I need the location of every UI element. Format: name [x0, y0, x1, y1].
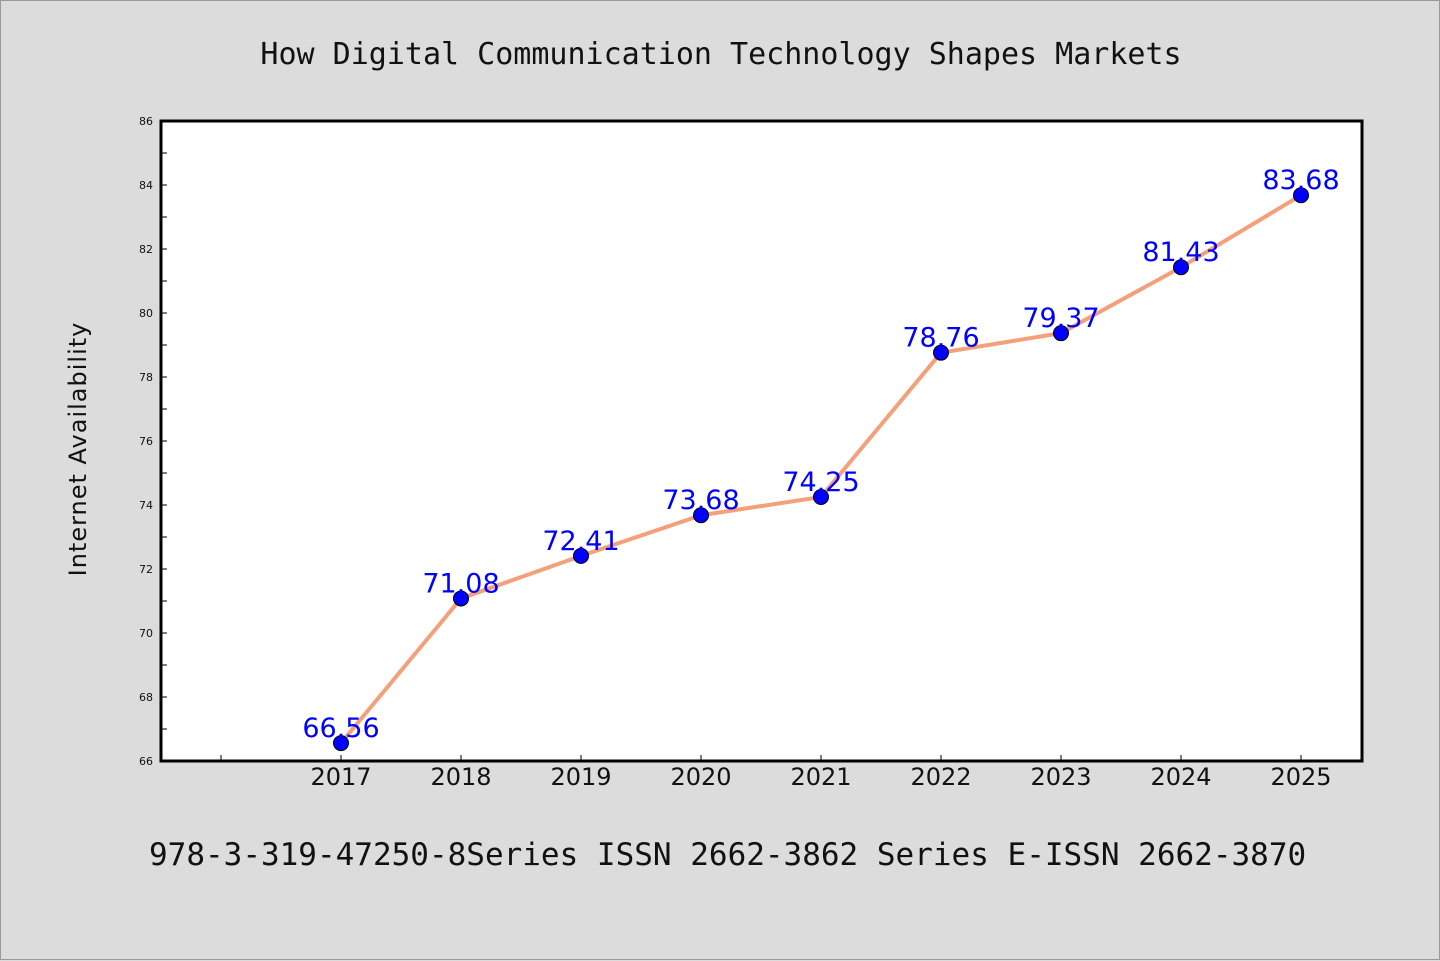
- data-point-marker: [1053, 325, 1069, 342]
- x-tick-label: 2021: [790, 763, 851, 791]
- y-tick-label: 72: [139, 563, 153, 576]
- x-tick-label: 2025: [1270, 763, 1331, 791]
- x-tick-label: 2018: [430, 763, 491, 791]
- y-tick-label: 68: [139, 691, 153, 704]
- data-label: 83.68: [1262, 165, 1339, 196]
- data-label: 71.08: [422, 568, 499, 599]
- x-tick-label: 2019: [550, 763, 611, 791]
- x-tick-label: 2017: [310, 763, 371, 791]
- data-point-marker: [933, 344, 949, 361]
- series-layer: 66.56 71.08 72.41 73.68 74.25 78.76 79.37 81.43…: [302, 165, 1340, 752]
- x-tick-label: 2023: [1030, 763, 1091, 791]
- chart-title: How Digital Communication Technology Sha…: [260, 37, 1181, 72]
- y-tick-label: 80: [139, 307, 153, 320]
- data-point-marker: [813, 489, 829, 505]
- data-label: 78.76: [902, 323, 979, 354]
- data-point-marker: [1173, 259, 1189, 276]
- footer-isbn-text: 978-3-319-47250-8Series ISSN 2662-3862 S…: [149, 837, 1306, 873]
- data-point-marker: [453, 590, 469, 607]
- y-tick-label: 78: [139, 371, 153, 384]
- data-label: 73.68: [662, 485, 739, 516]
- data-point-marker: [693, 507, 709, 524]
- x-axis-ticks: 2017 2018 2019 2020 2021 2022 2023 2024 2025: [220, 755, 1332, 791]
- x-tick-label: 2024: [1150, 763, 1211, 791]
- y-tick-label: 74: [139, 499, 153, 512]
- y-axis-ticks: 66 68 70 72 74 76 78 80 82 84 86: [139, 115, 167, 768]
- y-tick-label: 82: [139, 243, 153, 256]
- data-point-marker: [1293, 187, 1309, 204]
- y-tick-label: 70: [139, 627, 153, 640]
- y-tick-label: 66: [139, 755, 153, 768]
- data-point-marker: [573, 547, 589, 564]
- y-axis-label: Internet Availability: [64, 322, 92, 577]
- data-label: 66.56: [302, 713, 379, 744]
- x-tick-label: 2022: [910, 763, 971, 791]
- x-tick-label: 2020: [670, 763, 731, 791]
- plot-area: [159, 119, 1364, 763]
- data-label: 79.37: [1022, 303, 1099, 334]
- data-label: 74.25: [782, 467, 859, 498]
- y-tick-label: 84: [139, 179, 153, 192]
- y-tick-label: 86: [139, 115, 153, 128]
- data-label: 81.43: [1142, 237, 1219, 268]
- data-label: 72.41: [542, 526, 619, 557]
- data-point-marker: [333, 735, 349, 752]
- y-tick-label: 76: [139, 435, 153, 448]
